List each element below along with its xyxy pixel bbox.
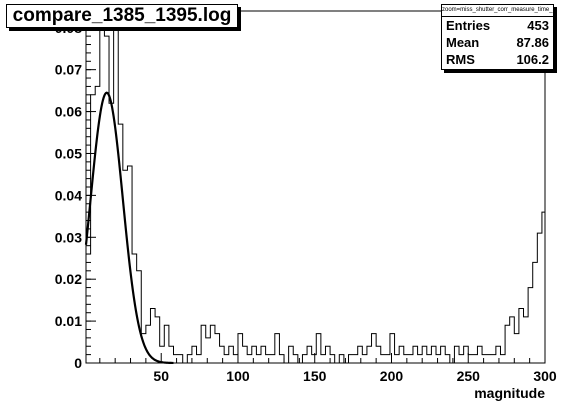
x-tick-label: 150 (303, 368, 327, 384)
y-tick-label: 0.02 (55, 271, 82, 287)
stats-value: 453 (527, 18, 549, 33)
stats-value: 106.2 (516, 52, 549, 67)
stats-value: 87.86 (516, 35, 549, 50)
x-tick-label: 100 (226, 368, 250, 384)
x-tick-label: 50 (153, 368, 169, 384)
x-axis-label: magnitude (474, 385, 545, 401)
stats-row-entries: Entries 453 (442, 17, 553, 34)
chart-title: compare_1385_1395.log (6, 4, 238, 28)
y-tick-label: 0.04 (55, 187, 82, 203)
x-tick-label: 300 (533, 368, 557, 384)
x-tick-label: 250 (457, 368, 481, 384)
stats-box: zoom=miss_shutter_corr_measure_time_1385… (441, 4, 554, 70)
x-tick-label: 200 (380, 368, 404, 384)
stats-label: Mean (446, 35, 480, 50)
histogram-bars (85, 18, 546, 364)
y-tick-label: 0.01 (55, 313, 82, 329)
stats-row-mean: Mean 87.86 (442, 34, 553, 51)
stats-name: zoom=miss_shutter_corr_measure_time_1385… (442, 5, 553, 17)
y-tick-label: 0.07 (55, 62, 82, 78)
stats-row-rms: RMS 106.2 (442, 51, 553, 68)
y-tick-label: 0.03 (55, 229, 82, 245)
y-axis: 00.010.020.030.040.050.060.070.08 (55, 18, 96, 371)
gaussian-fit-curve (84, 91, 174, 365)
y-tick-label: 0.06 (55, 104, 82, 120)
x-axis: 50 100 150 200 250 300 (99, 353, 557, 384)
y-tick-label: 0 (74, 355, 82, 371)
stats-label: Entries (446, 18, 491, 33)
y-tick-label: 0.05 (55, 145, 82, 161)
stats-label: RMS (446, 52, 475, 67)
